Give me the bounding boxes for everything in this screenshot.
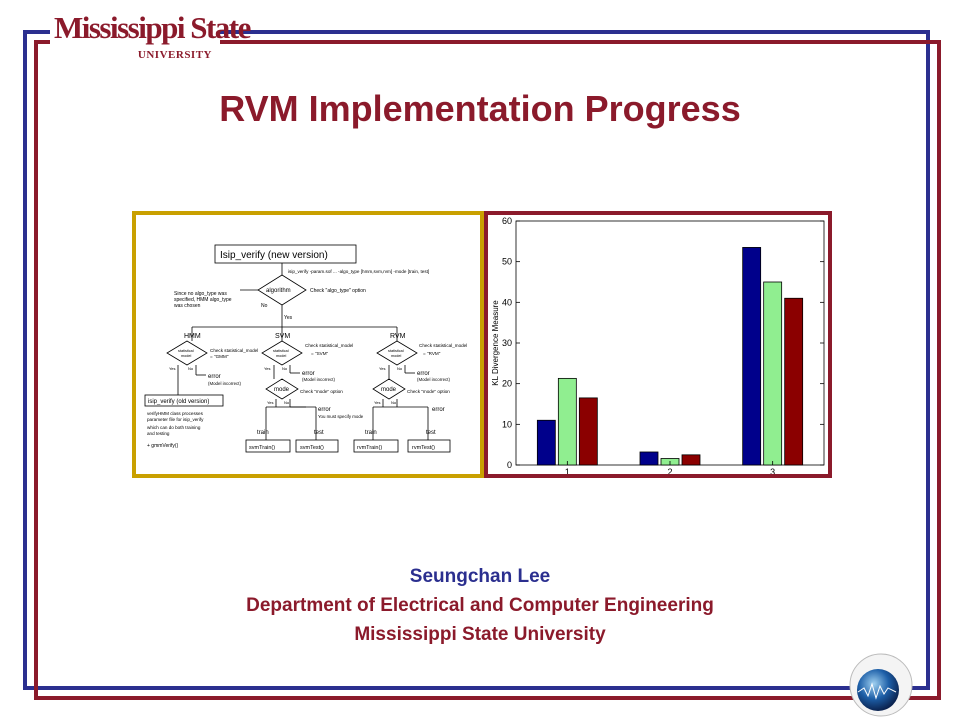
x-tick-label: 2: [667, 467, 672, 474]
fc-hmm-label: HMM: [184, 333, 201, 340]
fc-yes-hmm: Yes: [169, 366, 176, 371]
y-tick-label: 0: [507, 460, 512, 470]
x-tick-label: 3: [770, 467, 775, 474]
fc-train-rvm: train: [365, 430, 377, 436]
slide-frame-red: [34, 40, 941, 700]
fc-stat-label-1: statistical: [178, 349, 194, 353]
fc-check-algo: Check "algo_type" option: [310, 288, 366, 294]
fc-model-incorrect-hmm: (Model incorrect): [208, 381, 241, 386]
fc-no-rvm-mode: No: [391, 400, 397, 405]
y-tick-label: 20: [502, 379, 512, 389]
fc-rvm-label: RVM: [390, 333, 406, 340]
fc-eq-gmm: = "GMM": [210, 354, 229, 359]
fc-yes-label: Yes: [284, 315, 293, 321]
fc-yes-rvm-mode: Yes: [374, 400, 381, 405]
fc-mode-rvm: mode: [381, 387, 397, 393]
bar: [681, 454, 701, 466]
fc-svm-test: svmTest(): [300, 445, 324, 451]
fc-train-svm: train: [257, 430, 269, 436]
logo-subtitle: UNIVERSITY: [137, 49, 212, 61]
fc-eq-svm: = "SVM": [311, 351, 329, 356]
fc-mode-svm: mode: [274, 387, 290, 393]
fc-old-note-3: which can do both training: [147, 425, 201, 430]
bar: [557, 377, 577, 466]
y-tick-label: 50: [502, 257, 512, 267]
bar-chart-svg: 0 10 20 30 40 50 60 KL Divergence Measure 1 2 3: [491, 216, 825, 474]
y-axis-label: KL Divergence Measure: [491, 300, 500, 386]
flowchart-figure: Isip_verify (new version) isip_verify -p…: [132, 211, 484, 478]
bar: [536, 419, 556, 466]
y-tick-label: 30: [502, 338, 512, 348]
fc-error-hmm: error: [208, 374, 221, 380]
fc-algorithm-label: algorithm: [266, 288, 291, 294]
fc-note-1: Since no algo_type was: [174, 291, 227, 297]
fc-top-box-label: Isip_verify (new version): [220, 250, 328, 261]
fc-check-mode-svm: Check "mode" option: [300, 389, 343, 394]
fc-gmm-verify: + gmmVerify(): [147, 443, 179, 449]
fc-stat-label-2: model: [181, 354, 191, 358]
fc-error-rvm-mode: error: [432, 407, 445, 413]
fc-check-mode-rvm: Check "mode" option: [407, 389, 450, 394]
fc-model-incorrect-rvm: (Model incorrect): [417, 377, 450, 382]
slide-title: RVM Implementation Progress: [219, 88, 741, 129]
flowchart-svg: Isip_verify (new version) isip_verify -p…: [144, 244, 467, 453]
fc-check-stat-hmm: Check statistical_model: [210, 348, 258, 353]
globe-icon: [849, 653, 913, 717]
fc-error-svm-mode: error: [318, 407, 331, 413]
university-name: Mississippi State University: [354, 624, 606, 645]
fc-error-rvm: error: [417, 371, 430, 377]
y-tick-label: 40: [502, 297, 512, 307]
fc-old-note-4: and testing: [147, 431, 170, 436]
institute-globe-logo: [846, 650, 916, 720]
y-tick-label: 10: [502, 419, 512, 429]
fc-note-3: was chosen: [174, 303, 201, 309]
fc-no-label: No: [261, 303, 268, 309]
fc-test-rvm: test: [426, 430, 436, 436]
fc-old-version: isip_verify (old version): [148, 399, 209, 405]
fc-no-hmm: No: [188, 366, 194, 371]
fc-stat-label-6: model: [391, 354, 401, 358]
fc-error-svm: error: [302, 371, 315, 377]
fc-yes-svm-mode: Yes: [267, 400, 274, 405]
fc-no-svm: No: [282, 366, 288, 371]
fc-yes-rvm: Yes: [379, 366, 386, 371]
bar: [763, 281, 783, 466]
fc-rvm-train: rvmTrain(): [357, 445, 382, 451]
fc-no-svm-mode: No: [284, 400, 290, 405]
logo-wordmark: Mississippi State: [54, 10, 251, 45]
fc-test-svm: test: [314, 430, 324, 436]
fc-eq-rvm: = "RVM": [423, 351, 441, 356]
fc-old-note-1: verifyHMM class processes: [147, 411, 204, 416]
bar: [742, 247, 762, 466]
fc-note-2: specified, HMM algo_type: [174, 297, 232, 303]
fc-stat-label-5: statistical: [388, 349, 404, 353]
fc-old-note-2: parameter file for isip_verify: [147, 417, 204, 422]
x-tick-label: 1: [565, 467, 570, 474]
msu-logo: Mississippi State UNIVERSITY: [50, 8, 251, 66]
bar: [578, 397, 598, 466]
author-name: Seungchan Lee: [409, 566, 551, 587]
fc-must-specify: You must specify mode: [318, 414, 364, 419]
fc-model-incorrect-svm: (Model incorrect): [302, 377, 335, 382]
fc-rvm-test: rvmTest(): [412, 445, 435, 451]
fc-check-stat-rvm: Check statistical_model: [419, 343, 467, 348]
fc-stat-label-3: statistical: [273, 349, 289, 353]
bar: [784, 297, 804, 466]
fc-stat-label-4: model: [276, 354, 286, 358]
y-tick-label: 60: [502, 216, 512, 226]
fc-yes-svm: Yes: [264, 366, 271, 371]
slide-frame-blue: [23, 30, 930, 690]
fc-svm-train: svmTrain(): [249, 445, 275, 451]
fc-command: isip_verify -param.sof ... -algo_type [h…: [288, 269, 429, 274]
department-name: Department of Electrical and Computer En…: [246, 595, 714, 616]
bar-chart-figure: 0 10 20 30 40 50 60 KL Divergence Measure 1 2 3: [484, 211, 832, 478]
bar: [639, 451, 659, 466]
fc-no-rvm: No: [397, 366, 403, 371]
fc-check-stat-svm: Check statistical_model: [305, 343, 353, 348]
fc-svm-label: SVM: [275, 333, 290, 340]
